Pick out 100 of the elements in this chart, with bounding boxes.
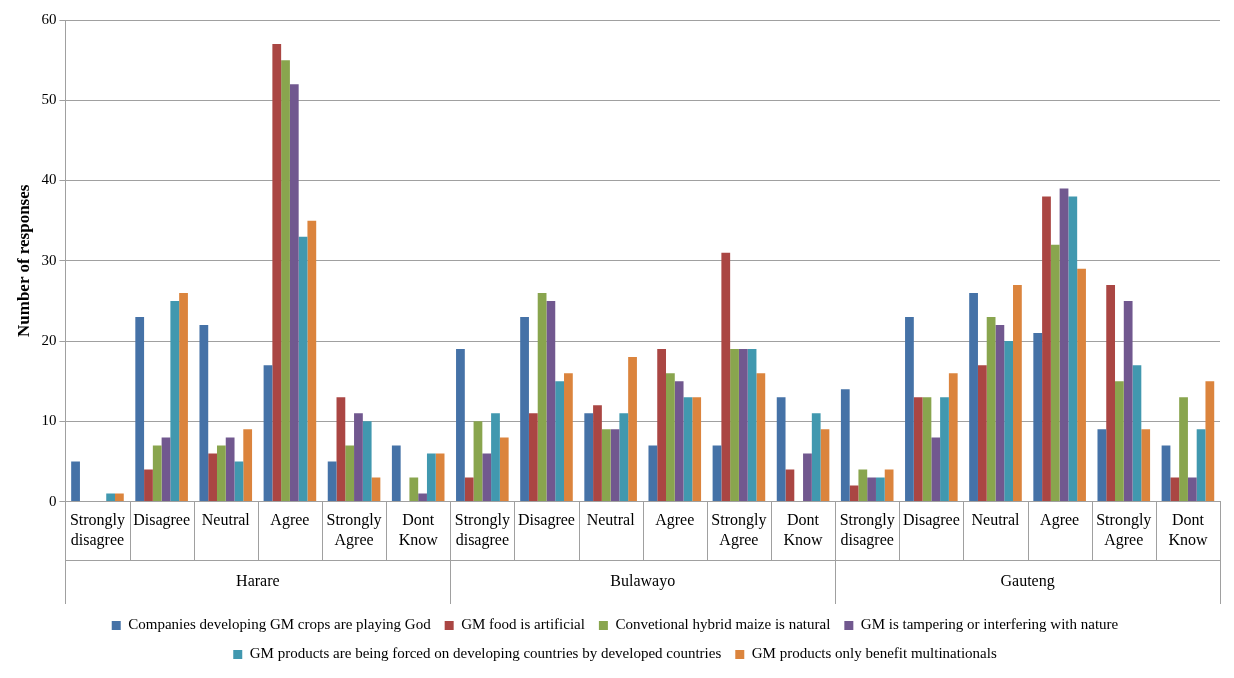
x-tick-label: Neutral <box>971 511 1021 529</box>
bar <box>1123 300 1133 502</box>
bar <box>1187 477 1197 502</box>
y-tick-label: 20 <box>41 332 57 348</box>
bar <box>336 397 346 502</box>
bar <box>1106 284 1116 502</box>
bar <box>940 397 949 502</box>
bar <box>307 220 317 502</box>
bar <box>418 493 427 502</box>
bar <box>738 349 748 502</box>
bar <box>584 413 594 502</box>
bar <box>648 445 658 502</box>
bar <box>1205 381 1215 502</box>
bar <box>208 453 217 502</box>
bar <box>179 292 188 502</box>
bar <box>1033 333 1043 502</box>
x-tick-label: Dont Know <box>398 511 439 548</box>
bar <box>1170 477 1180 502</box>
bar <box>747 349 757 502</box>
x-tick-label: Disagree <box>518 511 575 530</box>
bar <box>1068 196 1078 502</box>
bar <box>948 373 958 502</box>
bar <box>867 477 876 502</box>
bar <box>289 84 299 502</box>
bar <box>144 469 153 502</box>
x-tick-label: Disagree <box>902 511 960 530</box>
y-tick-label: 60 <box>41 10 57 27</box>
bar <box>666 373 675 502</box>
bar <box>986 316 996 502</box>
text: Bulawayo <box>610 572 676 591</box>
legend-label: GM food is artificial <box>461 616 585 633</box>
bar <box>456 349 465 502</box>
bar <box>391 445 401 502</box>
x-tick-label: Disagree <box>133 511 191 530</box>
y-tick-label: 30 <box>41 251 57 268</box>
y-tick-label: 40 <box>41 171 57 188</box>
bar <box>426 453 436 502</box>
legend-label: GM products are being forced on developing countries by developed countries <box>249 645 722 662</box>
x-tick-label: Dont Know <box>1168 511 1208 548</box>
bar <box>1077 268 1086 502</box>
x-tick-label: Strongly disagree <box>839 511 895 549</box>
bar <box>1042 196 1051 502</box>
bar <box>820 429 830 502</box>
bar <box>811 413 821 502</box>
bar <box>362 421 372 502</box>
bar <box>345 445 355 502</box>
bar <box>1179 397 1188 502</box>
bar <box>115 493 124 502</box>
bar <box>537 292 547 502</box>
bar <box>657 349 667 502</box>
bar <box>528 413 538 502</box>
x-tick-label: Dont Know <box>783 511 824 548</box>
bar <box>1132 365 1142 502</box>
x-tick-label: Strongly Agree <box>711 511 767 549</box>
legend-label: Companies developing GM crops are playing God <box>128 616 432 633</box>
bar <box>161 437 171 502</box>
bar <box>435 453 445 502</box>
bar <box>1059 188 1069 502</box>
x-tick-label: Neutral <box>586 511 636 529</box>
bar <box>298 236 308 502</box>
bar <box>1115 381 1124 502</box>
x-tick-label: Neutral <box>201 511 251 529</box>
bar <box>601 429 611 502</box>
x-tick-label: Strongly Agree <box>326 511 382 549</box>
bar <box>464 477 474 502</box>
bar <box>905 316 914 502</box>
bar <box>628 357 637 502</box>
bar <box>875 477 885 502</box>
bar <box>199 325 209 502</box>
bar <box>555 381 565 502</box>
bar <box>520 316 529 502</box>
y-tick-label: 0 <box>48 492 57 509</box>
bar <box>106 493 116 502</box>
bar <box>712 445 722 502</box>
bar <box>272 44 282 502</box>
bar <box>619 413 629 502</box>
bar <box>243 429 253 502</box>
bar <box>135 316 145 502</box>
bar <box>546 300 556 502</box>
bar <box>564 373 573 502</box>
bar <box>840 389 850 502</box>
bar <box>327 461 337 502</box>
bar <box>803 453 812 502</box>
bar <box>217 445 226 502</box>
bar <box>409 477 419 502</box>
bar <box>263 365 273 502</box>
bar <box>1141 429 1151 502</box>
bar <box>858 469 868 502</box>
bar <box>152 445 162 502</box>
bar <box>1004 341 1014 502</box>
bar <box>499 437 509 502</box>
bar <box>730 349 739 502</box>
bar <box>610 429 620 502</box>
y-tick-label: 10 <box>41 412 57 429</box>
bar <box>1050 244 1060 502</box>
bar <box>995 325 1005 502</box>
legend-label: GM is tampering or interfering with nature <box>860 616 1119 633</box>
bar <box>776 397 786 502</box>
bar <box>674 381 684 502</box>
bar <box>1013 284 1022 502</box>
